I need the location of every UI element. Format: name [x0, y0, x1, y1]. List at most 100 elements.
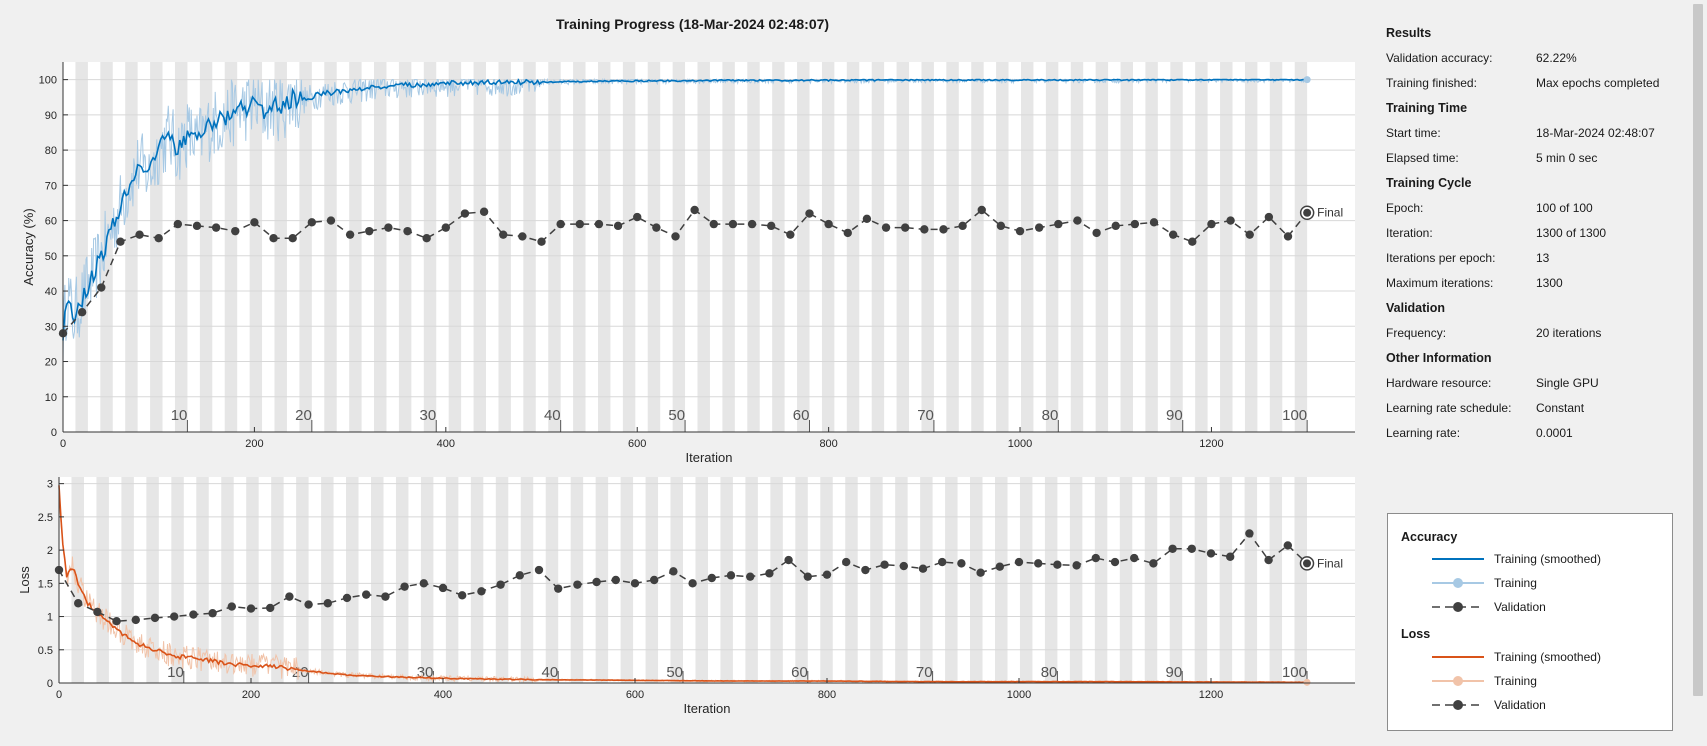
epoch-band [1094, 477, 1108, 683]
validation-accuracy-value: 62.22% [1536, 51, 1577, 65]
other-information-heading: Other Information [1386, 351, 1492, 365]
validation-point [499, 230, 508, 239]
validation-point [285, 592, 294, 601]
validation-point [384, 223, 393, 232]
validation-point [208, 609, 217, 618]
validation-point [154, 233, 163, 243]
epoch-band [523, 62, 536, 432]
epoch-label: Epoch: [1386, 201, 1424, 215]
validation-point [976, 568, 985, 577]
final-marker-dot [1303, 559, 1311, 568]
validation-point [231, 226, 240, 236]
x-tick-label: 400 [434, 689, 452, 701]
epoch-band [1070, 62, 1084, 432]
epoch-band [1170, 62, 1183, 432]
validation-point [900, 223, 910, 232]
legend-loss-training: Training [1432, 673, 1537, 689]
validation-point [1092, 228, 1101, 238]
validation-point [441, 223, 451, 232]
epoch-band [324, 62, 337, 432]
epoch-label: 50 [666, 664, 683, 681]
y-tick-label: 1.5 [38, 578, 53, 590]
learning-rate-label: Learning rate: [1386, 426, 1461, 440]
epoch-band [1169, 477, 1183, 683]
epoch-band [970, 477, 983, 683]
epoch-band [770, 477, 783, 683]
epoch-band [224, 62, 238, 432]
x-tick-label: 400 [437, 438, 455, 450]
epoch-band [595, 477, 609, 683]
validation-point [93, 607, 102, 617]
epoch-band [470, 477, 484, 683]
validation-point [784, 555, 793, 565]
epoch-label: 70 [916, 664, 933, 681]
vertical-scrollbar[interactable] [1690, 0, 1707, 746]
epoch-label: 90 [1166, 664, 1183, 681]
epoch-band [1294, 477, 1307, 683]
legend-label: Validation [1494, 698, 1546, 712]
epoch-band [1019, 477, 1033, 683]
y-tick-label: 20 [45, 357, 57, 369]
epoch-band [946, 62, 959, 432]
validation-point [189, 610, 198, 619]
validation-point [250, 218, 259, 227]
validation-point [1034, 223, 1044, 232]
epoch-band [520, 477, 534, 683]
validation-point [1073, 216, 1082, 225]
epoch-label: 30 [420, 407, 437, 424]
y-tick-label: 0 [51, 427, 57, 439]
training-time-heading: Training Time [1386, 101, 1468, 115]
validation-point [880, 560, 889, 569]
validation-point [1130, 553, 1139, 563]
validation-point [1188, 237, 1197, 246]
epoch-band [570, 477, 584, 683]
epoch-band [1119, 477, 1133, 683]
epoch-value: 100 of 100 [1536, 201, 1593, 215]
iterations-per-epoch-value: 13 [1536, 251, 1550, 265]
validation-point [957, 559, 966, 568]
chart-title: Training Progress (18-Mar-2024 02:48:07) [555, 16, 830, 32]
validation-point [1149, 218, 1159, 227]
training-smoothed-line [62, 78, 1308, 341]
validation-point [996, 221, 1006, 231]
validation-point [824, 219, 833, 229]
epoch-band [420, 477, 434, 683]
validation-point [669, 567, 678, 576]
validation-point [170, 612, 179, 621]
epoch-band [821, 62, 835, 432]
y-tick-label: 70 [45, 180, 57, 192]
scrollbar-thumb[interactable] [1693, 4, 1703, 696]
validation-point [537, 237, 546, 246]
validation-point [458, 591, 467, 600]
validation-point [422, 233, 431, 243]
epoch-band [1069, 477, 1083, 683]
legend-accuracy-training: Training [1432, 575, 1537, 591]
epoch-band [346, 477, 359, 683]
validation-accuracy-row: Validation accuracy: 62.22% [1386, 49, 1686, 74]
legend: Accuracy Training (smoothed) Training Va… [1387, 513, 1673, 731]
validation-point [1226, 216, 1235, 225]
validation-point [381, 592, 390, 601]
training-final-point [1303, 678, 1311, 686]
epoch-band [545, 477, 559, 683]
validation-accuracy-label: Validation accuracy: [1386, 51, 1493, 65]
validation-point [592, 577, 601, 587]
x-tick-label: 0 [56, 689, 62, 701]
epoch-band [720, 477, 733, 683]
frequency-row: Frequency: 20 iterations [1386, 324, 1686, 349]
validation-point [515, 571, 524, 580]
start-time-label: Start time: [1386, 126, 1441, 140]
validation-point [1168, 230, 1178, 239]
validation-point [573, 580, 582, 589]
iteration-value: 1300 of 1300 [1536, 226, 1607, 240]
epoch-band [870, 477, 883, 683]
epoch-band [1269, 477, 1283, 683]
epoch-band [622, 62, 636, 432]
validation-point [1283, 541, 1293, 550]
validation-point [362, 590, 371, 599]
legend-label: Training (smoothed) [1494, 552, 1601, 566]
epoch-band [96, 477, 109, 683]
validation-point [688, 579, 697, 588]
epoch-band [920, 477, 933, 683]
